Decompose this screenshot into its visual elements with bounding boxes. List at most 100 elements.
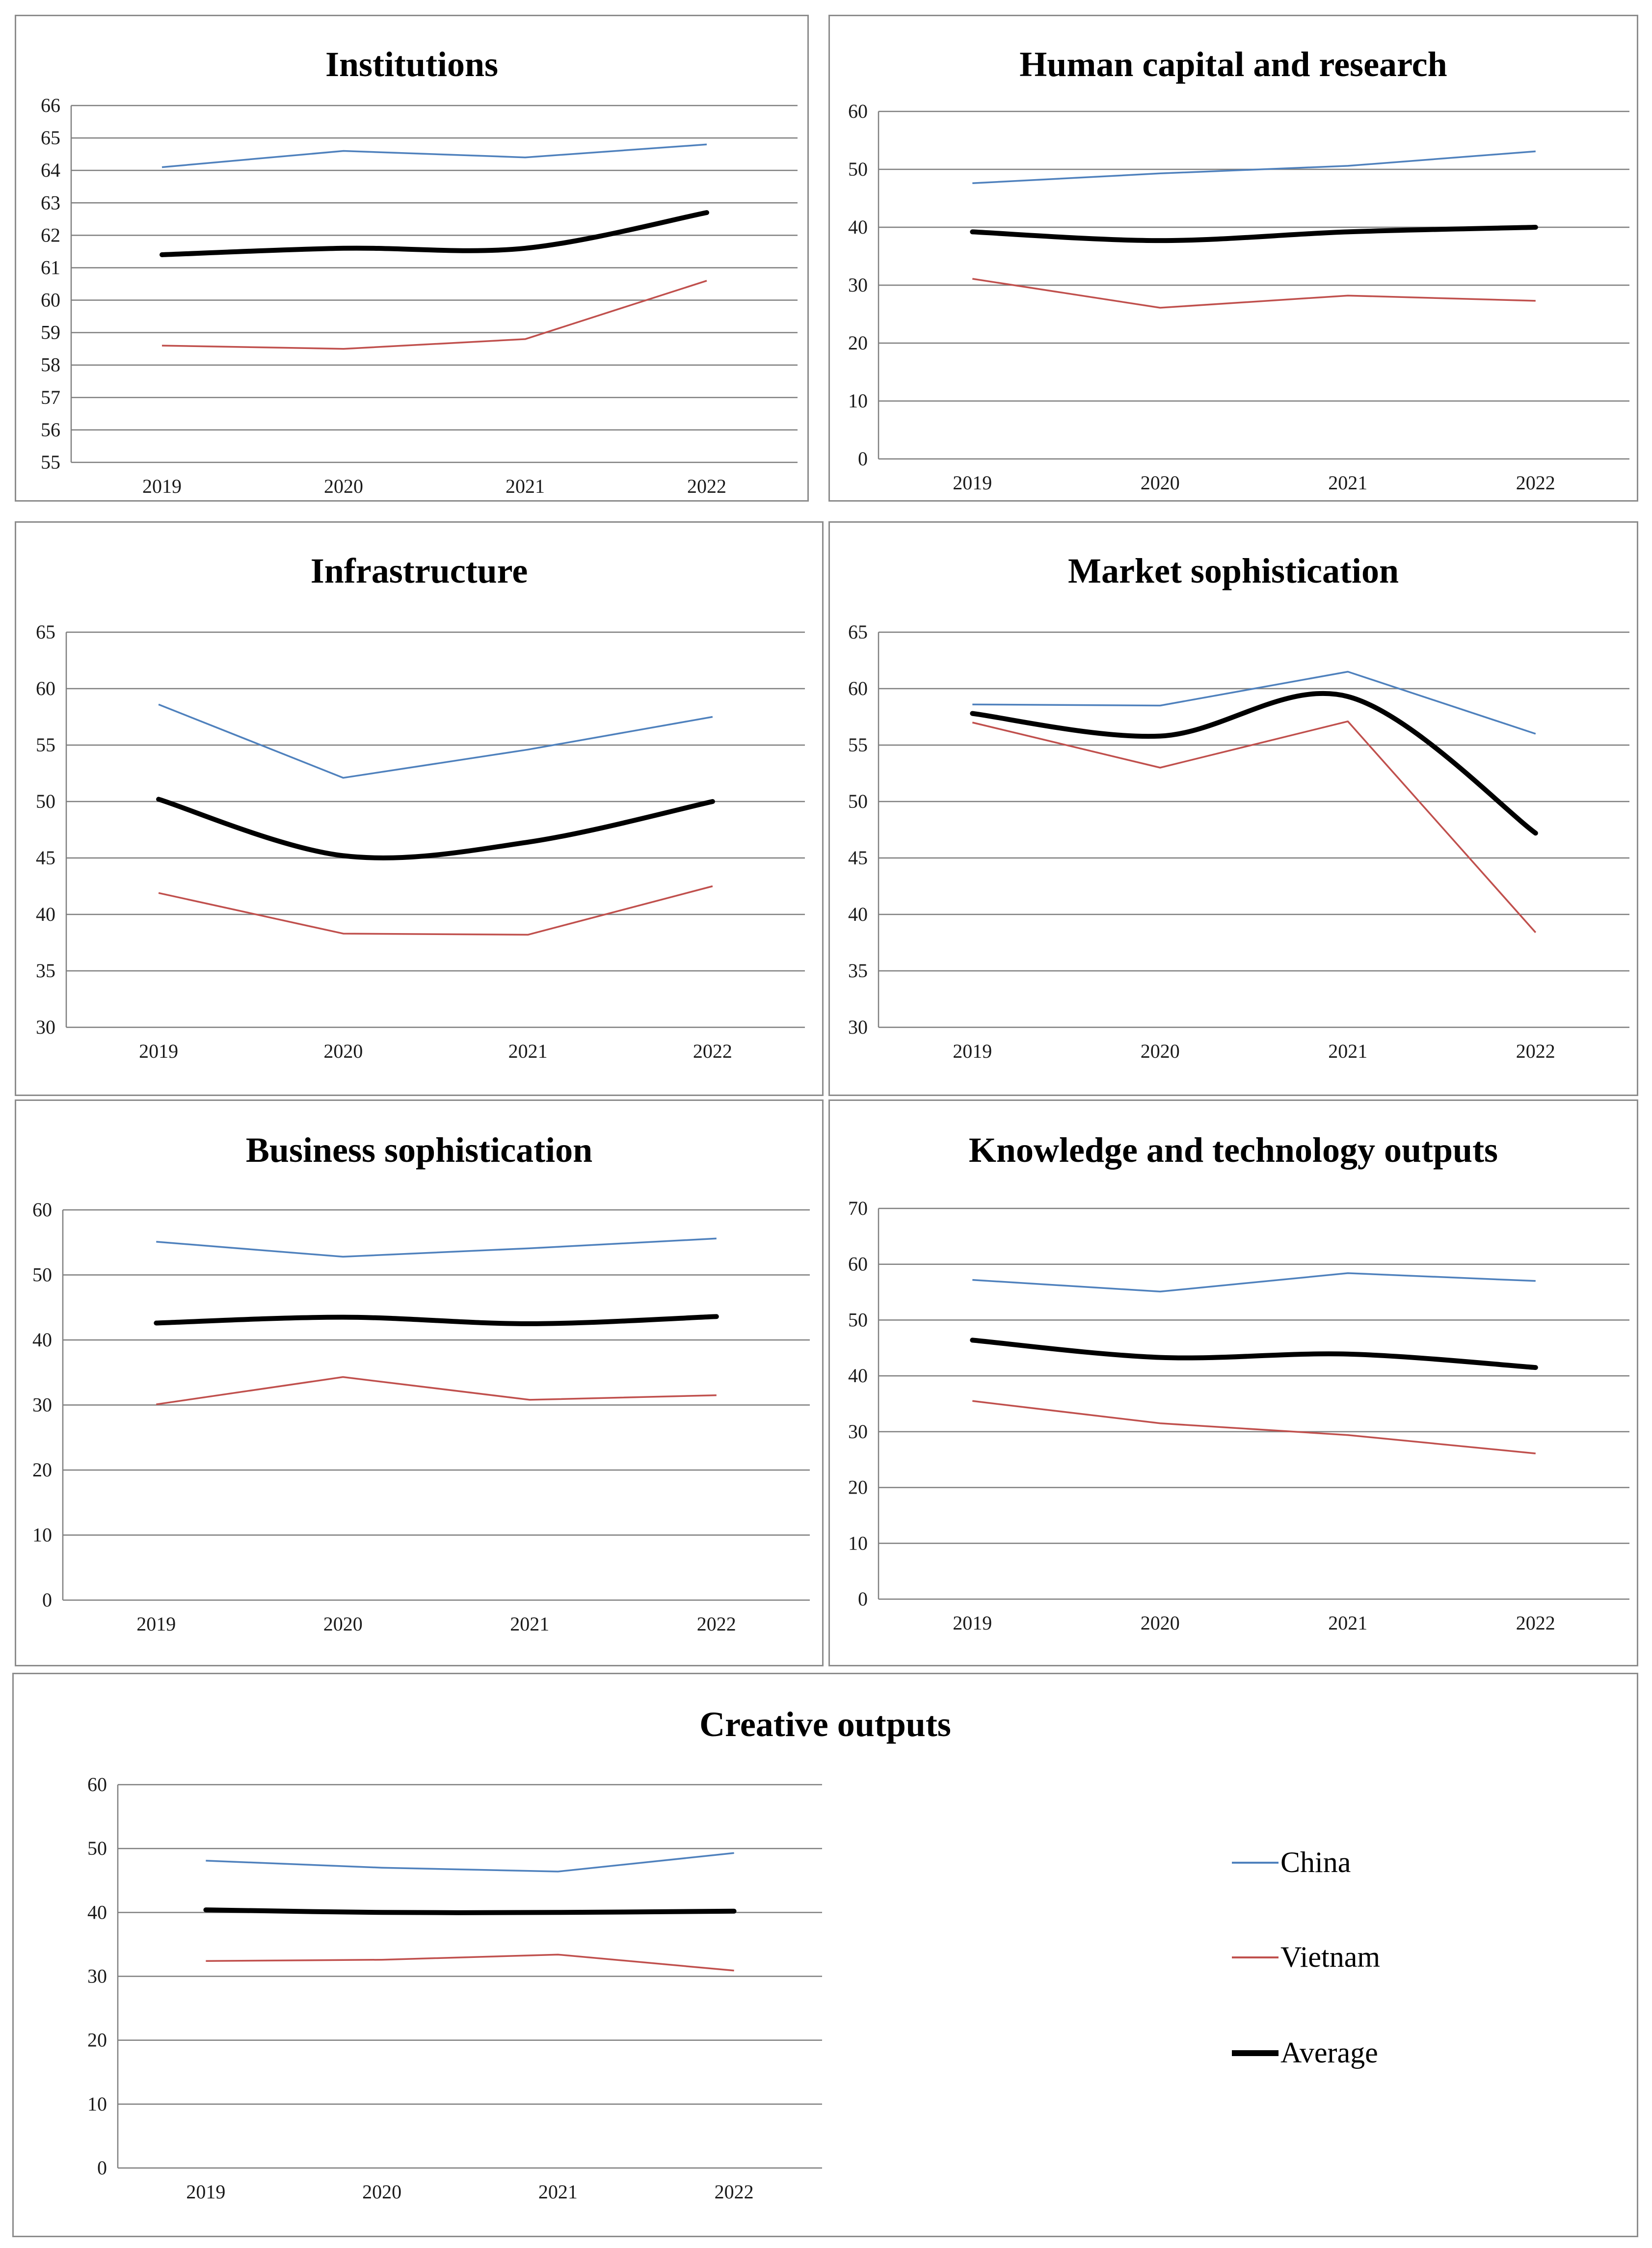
x-tick-label: 2022	[1516, 1040, 1555, 1062]
y-tick-label: 0	[42, 1589, 52, 1611]
y-tick-label: 40	[36, 903, 55, 925]
chart-svg: Market sophistication 30 35 40 45 50 55 60 65 201…	[848, 551, 1629, 1062]
chart-svg: Infrastructure 30 35 40 45 50 55 60 65 2019 2020 20…	[36, 551, 805, 1062]
x-tick-label: 2021	[506, 475, 545, 497]
x-tick-label: 2020	[1141, 472, 1180, 494]
y-tick-label: 20	[848, 1476, 868, 1499]
x-tick-label: 2021	[1328, 472, 1367, 494]
y-tick-label: 60	[848, 100, 868, 122]
x-tick-label: 2020	[362, 2181, 401, 2203]
x-tick-label: 2020	[323, 1613, 363, 1635]
chart-svg: Business sophistication 0 10 20 30 40 50 60 2019…	[32, 1130, 810, 1635]
series-line-china	[156, 1237, 717, 1258]
legend-label-vietnam: Vietnam	[1280, 1941, 1380, 1973]
x-tick-label: 2019	[136, 1613, 176, 1635]
y-tick-label: 62	[41, 224, 60, 246]
y-tick-label: 55	[36, 734, 55, 756]
y-tick-label: 63	[41, 191, 60, 214]
series-line-average	[970, 691, 1538, 836]
y-tick-label: 35	[36, 960, 55, 982]
y-tick-label: 30	[87, 1965, 107, 1987]
chart-panel-creative-outputs: Creative outputs 0 10 20 30 40 50 60 2019 2020 202…	[12, 1673, 1638, 2237]
y-tick-label: 50	[32, 1264, 52, 1286]
x-tick-label: 2020	[1141, 1040, 1180, 1062]
x-tick-label: 2021	[538, 2181, 578, 2203]
y-tick-label: 10	[32, 1524, 52, 1546]
y-tick-label: 60	[36, 677, 55, 699]
chart-panel-institutions: Institutions 55 56 57 58 59 60 61 62 63 64 65 66 2019…	[15, 15, 809, 502]
y-tick-label: 65	[848, 621, 868, 643]
y-tick-label: 30	[848, 1016, 868, 1038]
series-line-china	[972, 670, 1536, 735]
y-tick-label: 50	[87, 1837, 107, 1859]
series-line-average	[156, 797, 715, 860]
chart-panel-market-sophistication: Market sophistication 30 35 40 45 50 55 60 65 201…	[828, 521, 1638, 1096]
y-tick-label: 64	[41, 159, 60, 181]
x-tick-label: 2022	[693, 1040, 732, 1062]
chart-title: Institutions	[325, 45, 498, 84]
x-tick-label: 2022	[697, 1613, 736, 1635]
x-tick-label: 2020	[323, 1040, 363, 1062]
legend: China Vietnam Average	[1222, 1816, 1467, 2069]
chart-svg: Human capital and research 0 10 20 30 40 50 60 2…	[848, 45, 1629, 494]
y-tick-label: 65	[41, 127, 60, 149]
y-tick-label: 10	[848, 1532, 868, 1554]
chart-title: Business sophistication	[246, 1130, 592, 1170]
y-tick-label: 61	[41, 256, 60, 278]
series-line-china	[158, 703, 713, 779]
y-tick-label: 50	[848, 790, 868, 812]
series-line-vietnam	[158, 885, 713, 936]
chart-title: Infrastructure	[311, 551, 528, 590]
chart-svg: Institutions 55 56 57 58 59 60 61 62 63 64 65 66 2019…	[41, 45, 798, 497]
chart-title: Knowledge and technology outputs	[969, 1130, 1498, 1170]
x-tick-label: 2019	[953, 1612, 992, 1634]
y-tick-label: 0	[858, 1588, 868, 1610]
y-tick-label: 0	[97, 2157, 107, 2179]
x-tick-label: 2021	[508, 1040, 548, 1062]
x-tick-label: 2019	[142, 475, 182, 497]
y-tick-label: 40	[848, 1365, 868, 1387]
y-tick-label: 10	[848, 390, 868, 412]
x-tick-label: 2020	[324, 475, 363, 497]
series-line-china	[972, 150, 1536, 185]
series-line-vietnam	[206, 1954, 734, 1972]
chart-svg: Creative outputs 0 10 20 30 40 50 60 2019 2020 202…	[87, 1705, 951, 2203]
series-line-average	[970, 1338, 1538, 1370]
x-tick-label: 2021	[1328, 1612, 1367, 1634]
x-tick-label: 2022	[1516, 1612, 1555, 1634]
y-tick-label: 45	[848, 847, 868, 869]
y-tick-label: 58	[41, 354, 60, 376]
series-line-vietnam	[972, 278, 1536, 309]
y-tick-label: 60	[848, 677, 868, 699]
y-tick-label: 50	[848, 158, 868, 180]
y-tick-label: 20	[87, 2029, 107, 2051]
y-tick-label: 60	[848, 1253, 868, 1275]
y-tick-label: 30	[848, 274, 868, 296]
y-tick-label: 40	[32, 1329, 52, 1351]
y-tick-label: 57	[41, 386, 60, 408]
chart-panel-human-capital-and-research: Human capital and research 0 10 20 30 40 50 60 2…	[828, 15, 1638, 502]
series-line-vietnam	[161, 280, 707, 350]
legend-swatch-china	[1232, 1861, 1279, 1864]
legend-label-average: Average	[1280, 2036, 1378, 2069]
y-tick-label: 50	[848, 1309, 868, 1331]
y-tick-label: 45	[36, 847, 55, 869]
y-tick-label: 40	[848, 903, 868, 925]
chart-title: Creative outputs	[699, 1705, 951, 1744]
legend-swatch-average	[1232, 2050, 1279, 2056]
legend-item-china: China	[1232, 1846, 1351, 1879]
y-tick-label: 56	[41, 419, 60, 441]
y-tick-label: 0	[858, 448, 868, 470]
legend-swatch-vietnam	[1232, 1956, 1279, 1958]
chart-title: Human capital and research	[1019, 45, 1447, 84]
series-line-vietnam	[156, 1376, 717, 1405]
y-tick-label: 40	[848, 216, 868, 238]
x-tick-label: 2019	[139, 1040, 178, 1062]
series-line-china	[206, 1852, 734, 1873]
y-tick-label: 20	[32, 1459, 52, 1481]
series-line-average	[970, 225, 1538, 243]
series-line-china	[972, 1272, 1536, 1293]
x-tick-label: 2021	[510, 1613, 549, 1635]
y-tick-label: 60	[32, 1199, 52, 1221]
chart-panel-infrastructure: Infrastructure 30 35 40 45 50 55 60 65 2019 2020 20…	[15, 521, 824, 1096]
